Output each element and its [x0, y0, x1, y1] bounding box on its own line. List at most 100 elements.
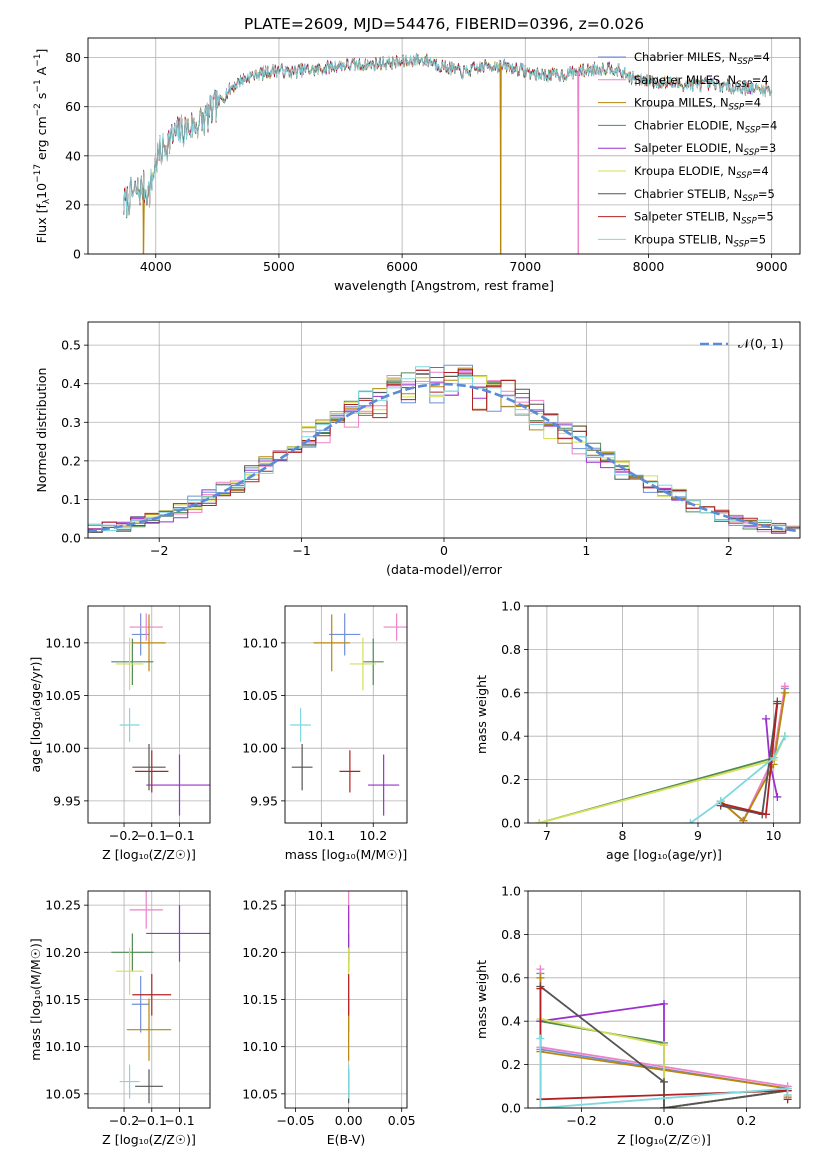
mass-weight-vs-age-marker-5 [535, 819, 544, 823]
legend-label-eq: =4 [760, 118, 777, 132]
legend-label: Chabrier STELIB, NSSP=5 [634, 187, 775, 204]
mass-weight-vs-age-xtick-label: 8 [618, 828, 626, 843]
legend-label-text: Chabrier MILES, N [634, 50, 737, 64]
mass-weight-vs-z-marker-5 [660, 1041, 668, 1050]
spectrum-series-8 [123, 53, 772, 218]
spectrum-ylabel-part: A [34, 66, 49, 79]
normal-curve [88, 382, 800, 533]
mass-vs-z-ytick-label: 10.20 [45, 945, 81, 960]
mass-weight-vs-age-plot [535, 682, 789, 823]
mass-vs-ebv-xtick-label: 0.05 [388, 1113, 416, 1128]
mass-weight-vs-age-marker-7 [773, 699, 782, 708]
spectrum-ylabel-part: Flux [f [34, 204, 49, 244]
age-vs-mass-ytick-label: 10.00 [242, 741, 278, 756]
mass-vs-ebv-ytick-label: 10.10 [242, 1039, 278, 1054]
spectrum-frame [87, 37, 801, 255]
spectrum-ylabel: Flux [fλ10−17 erg cm−2 s−1 A−1] [33, 49, 52, 244]
mass-weight-vs-z-frame [527, 890, 801, 1109]
residuals-plot [88, 364, 800, 535]
residuals-axes: −2 −1 0 1 2 0.0 0.1 0.2 0.3 0.4 0.5 (data-model)/er… [34, 322, 800, 577]
mass-vs-z-ytick-label: 10.15 [45, 992, 81, 1007]
residuals-frame [87, 321, 801, 539]
mass-weight-vs-z-xtick-label: −0.2 [566, 1113, 596, 1128]
mass-weight-vs-z-ylabel: mass weight [474, 960, 489, 1039]
mass-vs-ebv-ytick-label: 10.20 [242, 945, 278, 960]
spectrum-xtick-label: 7000 [509, 259, 541, 274]
mass-vs-z-xtick-label: −0.2 [109, 1113, 139, 1128]
residuals-xlabel: (data-model)/error [386, 562, 503, 577]
mass-weight-vs-age-series-2 [720, 692, 786, 823]
mass-weight-vs-age-marker-8 [686, 819, 695, 823]
mass-weight-vs-age-marker-8 [780, 732, 789, 741]
legend-label-text: Salpeter STELIB, N [634, 210, 741, 224]
age-vs-mass-ytick-label: 10.10 [242, 635, 278, 650]
residuals-ytick-label: 0.1 [61, 492, 81, 507]
residuals-ytick-label: 0.2 [61, 453, 81, 468]
legend-label-sub: SSP [744, 148, 760, 158]
legend-label-text: Chabrier ELODIE, N [634, 118, 745, 132]
spectrum-ylabel-part: −17 [33, 164, 43, 183]
legend-label-eq: =5 [757, 210, 774, 224]
mass-weight-vs-age-series-8 [689, 735, 786, 823]
age-vs-z-ytick-label: 10.10 [45, 635, 81, 650]
age-vs-z-xtick-label: −0.1 [137, 828, 167, 843]
mass-weight-vs-age-xtick-label: 9 [694, 828, 702, 843]
mass-weight-vs-age-axes: 7 8 9 10 0.0 0.2 0.4 0.6 0.8 1.0 age [log₁₀(age/yr… [474, 599, 800, 862]
mass-weight-vs-z-ytick-label: 0.8 [501, 927, 521, 942]
mass-weight-vs-z-marker-6 [660, 1104, 668, 1108]
age-vs-z-ytick-label: 10.05 [45, 688, 81, 703]
legend-label-eq: =5 [758, 187, 775, 201]
mass-weight-vs-age-marker-4 [762, 714, 770, 723]
spectrum-ylabel-part: −1 [33, 79, 43, 92]
legend-label-eq: =3 [759, 141, 776, 155]
mass-vs-z-xlabel: Z [log₁₀(Z/Z☉)] [102, 1132, 196, 1147]
mass-vs-ebv-ytick-label: 10.05 [242, 1086, 278, 1101]
mass-weight-vs-z-xtick-label: 0.2 [736, 1113, 756, 1128]
legend-label-text: Kroupa MILES, N [634, 96, 729, 110]
mass-weight-vs-age-ytick-label: 0.2 [501, 772, 521, 787]
mass-weight-vs-z-marker-8 [783, 1090, 792, 1099]
figure-title: PLATE=2609, MJD=54476, FIBERID=0396, z=0… [244, 15, 644, 33]
spectrum-ylabel-part: −2 [33, 103, 43, 116]
legend-label-sub: SSP [736, 80, 752, 90]
mass-vs-ebv-xlabel: E(B-V) [327, 1132, 366, 1147]
normal-legend-label: 𝒩(0, 1) [738, 336, 784, 351]
legend-label-eq: =5 [749, 232, 766, 246]
mass-vs-z-ytick-label: 10.05 [45, 1086, 81, 1101]
mass-weight-vs-z-marker-8 [536, 1034, 545, 1043]
mass-vs-ebv-ytick-label: 10.25 [242, 898, 278, 913]
mass-vs-z-ytick-label: 10.10 [45, 1039, 81, 1054]
age-vs-z-ylabel: age [log₁₀(age/yr)] [28, 657, 43, 773]
legend-label-sub: SSP [741, 217, 757, 227]
residuals-ytick-label: 0.5 [61, 338, 81, 353]
age-vs-mass-axes: 10.1 10.2 9.95 10.00 10.05 10.10 mass [log₁₀(M… [242, 606, 407, 862]
mass-weight-vs-age-xtick-label: 7 [543, 828, 551, 843]
residuals-ylabel: Normed distribution [34, 368, 49, 493]
mass-vs-z-frame [87, 890, 211, 1109]
mass-weight-vs-z-marker-4 [660, 999, 668, 1008]
mass-weight-vs-age-ytick-label: 0.4 [501, 729, 521, 744]
mass-weight-vs-z-xlabel: Z [log₁₀(Z/Z☉)] [617, 1132, 711, 1147]
legend-label-eq: =4 [753, 50, 770, 64]
mass-vs-z-plot [111, 891, 210, 1104]
mass-vs-ebv-frame [284, 890, 408, 1109]
spectrum-xtick-label: 6000 [386, 259, 418, 274]
mass-vs-ebv-xtick-label: −0.05 [276, 1113, 314, 1128]
legend-label-eq: =4 [752, 164, 769, 178]
spectrum-ylabel-part: ] [34, 49, 49, 54]
legend-label: Chabrier MILES, NSSP=4 [634, 50, 770, 67]
mass-weight-vs-age-ytick-label: 0.8 [501, 642, 521, 657]
spectrum-ytick-label: 60 [65, 99, 81, 114]
legend-label-sub: SSP [729, 103, 745, 113]
legend-label-eq: =4 [752, 73, 769, 87]
legend-label-text: Kroupa ELODIE, N [634, 164, 736, 178]
spectrum-series-6 [123, 53, 772, 219]
legend-label-sub: SSP [736, 171, 752, 181]
mass-weight-vs-age-marker-2 [780, 688, 789, 697]
residuals-xtick-label: 2 [725, 543, 733, 558]
mass-weight-vs-age-frame [527, 605, 801, 824]
legend-label-text: Salpeter MILES, N [634, 73, 736, 87]
